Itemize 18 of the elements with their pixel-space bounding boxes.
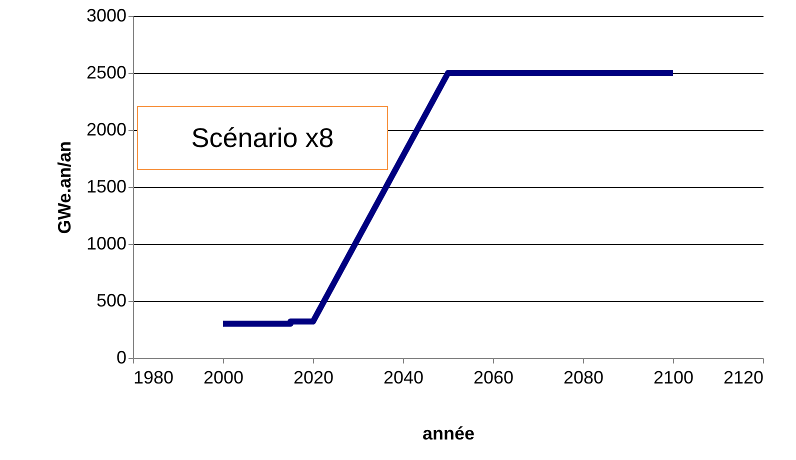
note-box: Scénario x8 [137,106,388,170]
x-tick-label: 2080 [563,368,604,388]
y-axis-title: GWe.an/an [54,141,74,234]
x-tick-label: 2120 [723,368,764,388]
x-axis-title: année [422,424,475,444]
x-tick-label: 2100 [653,368,694,388]
x-tick-label: 2060 [473,368,514,388]
y-tick-label: 1500 [86,176,126,196]
x-tick-label: 2020 [293,368,334,388]
x-tick-label: 2040 [383,368,424,388]
x-tick-label: 2000 [203,368,244,388]
y-tick-label: 2500 [86,62,126,82]
y-tick-label: 1000 [86,234,126,254]
x-tick-label: 1980 [134,368,174,388]
y-tick-label: 2000 [86,120,126,140]
y-tick-label: 3000 [86,6,126,26]
y-tick-label: 500 [96,290,126,310]
y-tick-label: 0 [116,348,126,368]
